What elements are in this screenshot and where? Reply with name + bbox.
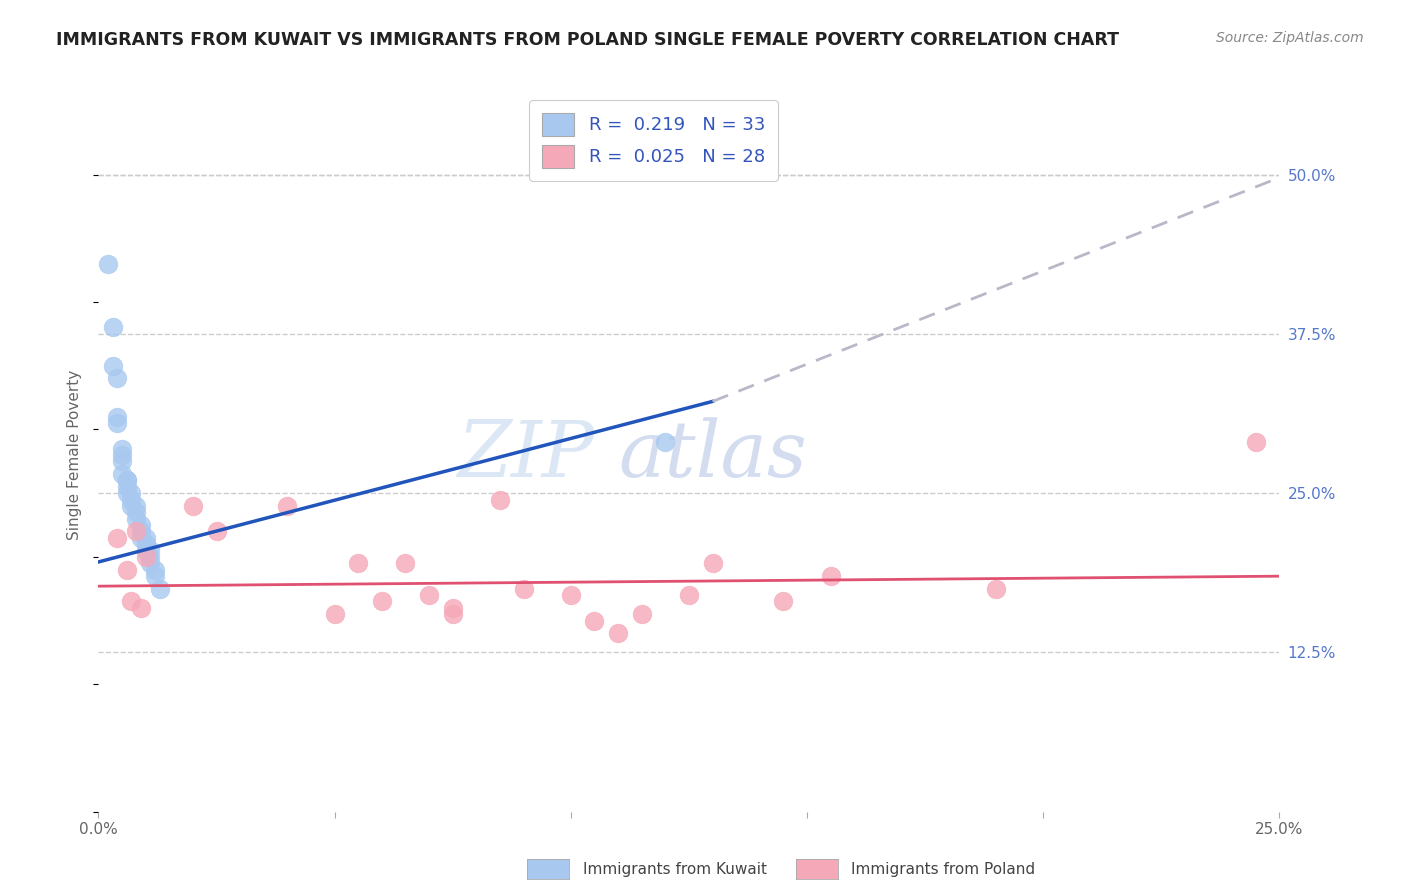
Point: [149, 582, 172, 596]
Point: [129, 600, 152, 615]
Point: [630, 607, 652, 622]
Text: ZIP: ZIP: [457, 417, 595, 493]
Text: Immigrants from Poland: Immigrants from Poland: [851, 863, 1035, 877]
Point: [512, 582, 534, 596]
Point: [105, 409, 128, 424]
Point: [441, 600, 464, 615]
Point: [394, 556, 416, 570]
Point: [115, 563, 138, 577]
Point: [139, 549, 162, 564]
Point: [984, 582, 1007, 596]
Point: [101, 320, 124, 334]
Point: [418, 588, 440, 602]
Point: [323, 607, 346, 622]
Point: [143, 569, 166, 583]
Point: [111, 442, 134, 456]
Point: [772, 594, 794, 608]
Point: [105, 371, 128, 385]
Point: [135, 531, 157, 545]
Point: [654, 435, 676, 450]
Text: atlas: atlas: [619, 417, 807, 493]
Legend: R =  0.219   N = 33, R =  0.025   N = 28: R = 0.219 N = 33, R = 0.025 N = 28: [529, 100, 778, 181]
Point: [111, 454, 134, 468]
Point: [115, 474, 138, 488]
Point: [105, 531, 128, 545]
Text: Source: ZipAtlas.com: Source: ZipAtlas.com: [1216, 31, 1364, 45]
Point: [139, 556, 162, 570]
Point: [105, 416, 128, 430]
Point: [820, 569, 842, 583]
Point: [125, 505, 148, 519]
Point: [101, 359, 124, 373]
Point: [205, 524, 228, 539]
Point: [441, 607, 464, 622]
Point: [121, 594, 143, 608]
Point: [143, 563, 166, 577]
Point: [125, 524, 148, 539]
Point: [111, 448, 134, 462]
Text: Immigrants from Kuwait: Immigrants from Kuwait: [583, 863, 768, 877]
Point: [129, 524, 152, 539]
Text: IMMIGRANTS FROM KUWAIT VS IMMIGRANTS FROM POLAND SINGLE FEMALE POVERTY CORRELATI: IMMIGRANTS FROM KUWAIT VS IMMIGRANTS FRO…: [56, 31, 1119, 49]
Y-axis label: Single Female Poverty: Single Female Poverty: [67, 370, 83, 540]
Point: [181, 499, 204, 513]
Point: [489, 492, 512, 507]
Point: [607, 626, 630, 640]
Point: [129, 518, 152, 533]
Point: [135, 543, 157, 558]
Point: [276, 499, 298, 513]
Point: [139, 543, 162, 558]
Point: [115, 474, 138, 488]
Point: [121, 499, 143, 513]
Point: [702, 556, 724, 570]
Point: [125, 511, 148, 525]
Point: [135, 537, 157, 551]
Point: [125, 499, 148, 513]
Point: [135, 549, 157, 564]
Point: [111, 467, 134, 481]
Point: [560, 588, 582, 602]
Point: [121, 486, 143, 500]
Point: [371, 594, 394, 608]
Point: [678, 588, 700, 602]
Point: [97, 257, 120, 271]
Point: [347, 556, 370, 570]
Point: [1244, 435, 1267, 450]
Point: [121, 492, 143, 507]
Point: [115, 486, 138, 500]
Point: [115, 480, 138, 494]
Point: [129, 531, 152, 545]
Point: [583, 614, 606, 628]
